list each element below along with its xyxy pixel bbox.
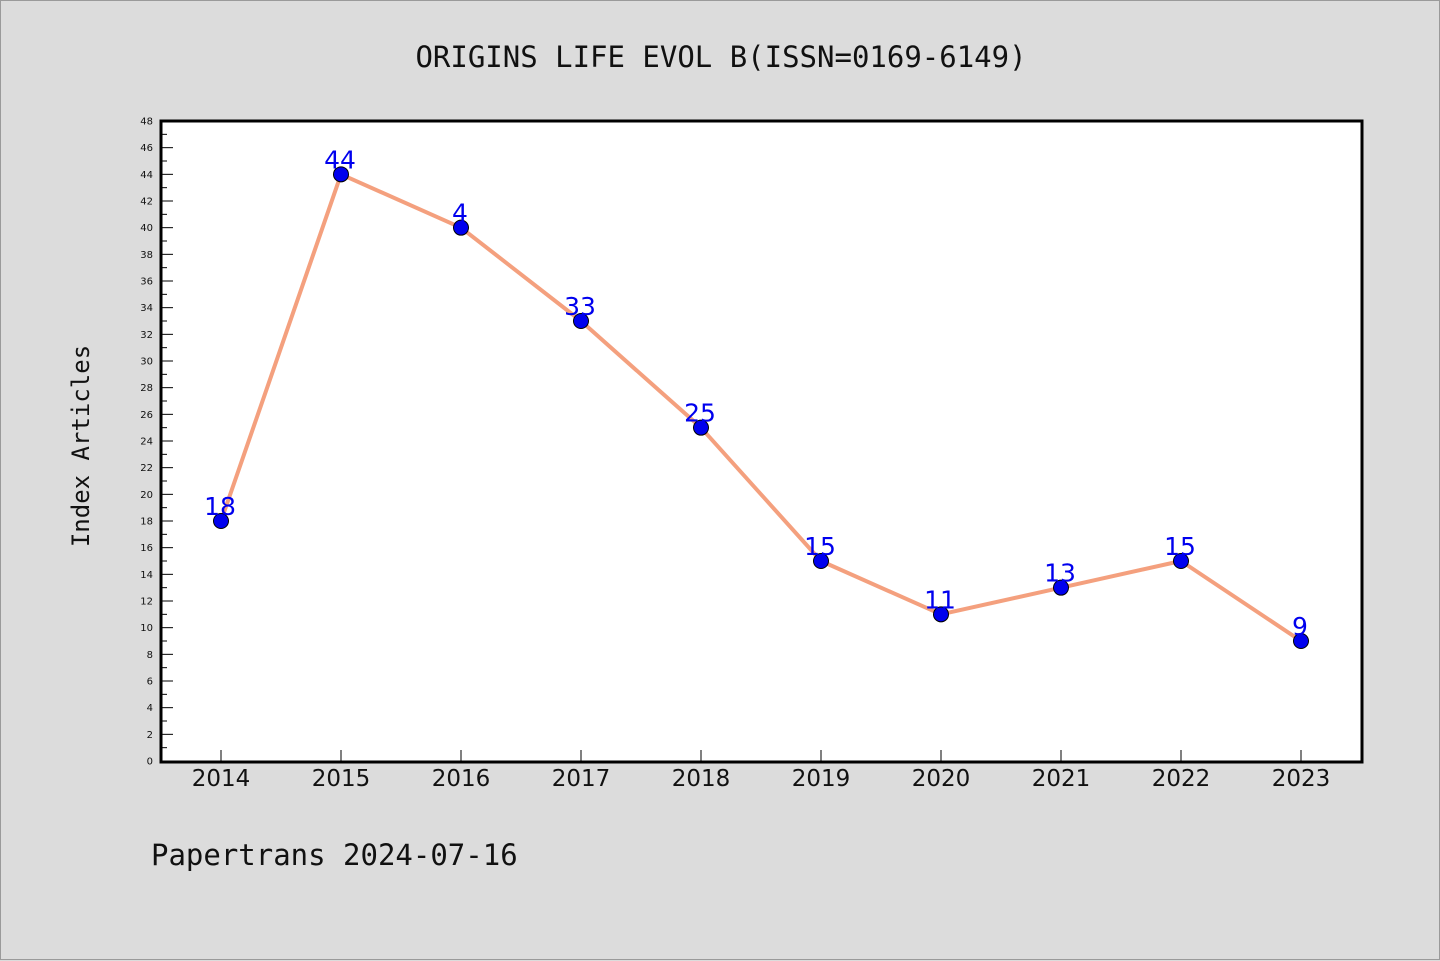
data-label: 15 bbox=[804, 532, 836, 561]
y-tick-label: 26 bbox=[140, 410, 153, 421]
y-tick-label: 46 bbox=[140, 143, 153, 154]
data-point bbox=[693, 419, 709, 436]
y-axis-label: Index Articles bbox=[67, 345, 95, 547]
x-tick-label: 2018 bbox=[672, 766, 731, 792]
x-tick-label: 2016 bbox=[432, 766, 491, 792]
series-group bbox=[213, 166, 1309, 649]
y-tick-label: 20 bbox=[140, 490, 153, 501]
x-tick-label: 2014 bbox=[192, 766, 251, 792]
chart-title: ORIGINS LIFE EVOL B(ISSN=0169-6149) bbox=[415, 40, 1026, 74]
series-line bbox=[219, 172, 1303, 643]
y-tick-label: 0 bbox=[147, 757, 153, 768]
x-tick-label: 2019 bbox=[792, 766, 851, 792]
x-tick-label: 2021 bbox=[1032, 766, 1091, 792]
y-tick-label: 28 bbox=[140, 383, 153, 394]
data-point bbox=[1053, 579, 1069, 596]
y-tick-label: 6 bbox=[147, 677, 153, 688]
y-tick-label: 2 bbox=[147, 730, 153, 741]
x-axis: 2014 2015 2016 2017 2018 2019 2020 2021 2022 2023 bbox=[192, 750, 1331, 792]
data-point bbox=[213, 513, 229, 529]
data-point bbox=[573, 313, 589, 329]
y-tick-label: 22 bbox=[140, 463, 153, 474]
data-label: 15 bbox=[1164, 532, 1196, 561]
y-tick-label: 8 bbox=[147, 650, 153, 661]
y-tick-label: 36 bbox=[140, 277, 153, 288]
data-point bbox=[1173, 553, 1189, 569]
data-point bbox=[453, 219, 469, 236]
y-tick-label: 18 bbox=[140, 517, 153, 528]
data-point bbox=[813, 553, 829, 569]
data-label: 25 bbox=[684, 399, 716, 428]
y-tick-label: 42 bbox=[140, 197, 153, 208]
data-label: 4 bbox=[452, 199, 468, 228]
data-label: 9 bbox=[1292, 612, 1308, 641]
data-label: 33 bbox=[564, 292, 596, 321]
y-tick-label: 40 bbox=[140, 223, 153, 234]
data-label: 18 bbox=[204, 492, 236, 521]
y-tick-label: 16 bbox=[140, 543, 153, 554]
data-label: 11 bbox=[924, 585, 956, 614]
x-tick-label: 2023 bbox=[1272, 766, 1331, 792]
data-point bbox=[333, 166, 349, 183]
x-tick-label: 2022 bbox=[1152, 766, 1211, 792]
y-tick-label: 30 bbox=[140, 357, 153, 368]
x-tick-label: 2015 bbox=[312, 766, 371, 792]
data-label: 44 bbox=[324, 145, 356, 174]
footer-stamp: Papertrans 2024-07-16 bbox=[151, 838, 518, 872]
y-tick-label: 44 bbox=[140, 170, 153, 181]
y-tick-label: 38 bbox=[140, 250, 153, 261]
data-label: 13 bbox=[1044, 559, 1076, 588]
y-tick-label: 24 bbox=[140, 437, 153, 448]
data-point bbox=[1293, 633, 1309, 649]
plot-area bbox=[159, 119, 1364, 764]
data-point bbox=[933, 606, 949, 623]
y-tick-label: 14 bbox=[140, 570, 153, 581]
y-tick-label: 34 bbox=[140, 303, 153, 314]
y-tick-label: 12 bbox=[140, 597, 153, 608]
y-tick-label: 32 bbox=[140, 330, 153, 341]
x-tick-label: 2017 bbox=[552, 766, 611, 792]
y-tick-label: 4 bbox=[147, 703, 153, 714]
x-tick-label: 2020 bbox=[912, 766, 971, 792]
y-axis: 0246810121416182022242628303234363840424… bbox=[140, 117, 173, 768]
y-tick-label: 10 bbox=[140, 623, 153, 634]
y-tick-label: 48 bbox=[140, 117, 153, 128]
